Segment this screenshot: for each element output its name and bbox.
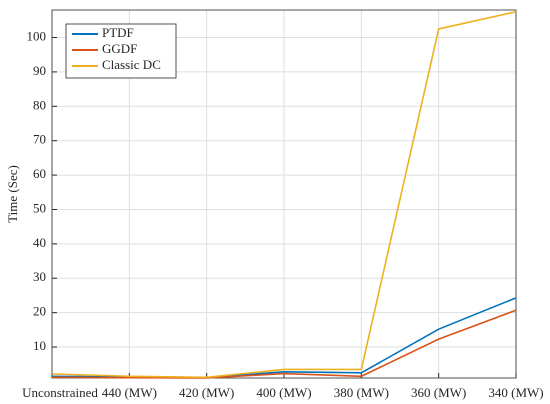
y-tick-label: 60 [33, 166, 46, 181]
y-tick-label: 70 [33, 132, 46, 147]
legend-label: GGDF [102, 41, 137, 56]
data-line [51, 309, 517, 379]
x-tick-label: 380 (MW) [334, 385, 389, 400]
y-tick-label: 90 [33, 63, 46, 78]
y-tick-label: 80 [33, 97, 46, 112]
y-axis-label: Time (Sec) [5, 165, 20, 223]
x-tick-label: 420 (MW) [179, 385, 234, 400]
x-tick-label: 440 (MW) [102, 385, 157, 400]
y-tick-label: 10 [33, 338, 46, 353]
y-tick-label: 100 [27, 28, 47, 43]
y-tick-label: 30 [33, 269, 46, 284]
y-tick-label: 50 [33, 200, 46, 215]
x-tick-label: 400 (MW) [256, 385, 311, 400]
x-tick-label: Unconstrained [22, 385, 98, 400]
axes-box [51, 9, 517, 379]
data-line [51, 10, 517, 379]
legend-label: PTDF [102, 25, 134, 40]
x-tick-label: 360 (MW) [411, 385, 466, 400]
y-tick-label: 20 [33, 304, 46, 319]
y-tick-label: 40 [33, 235, 46, 250]
x-tick-label: 340 (MW) [488, 385, 543, 400]
legend-label: Classic DC [102, 57, 161, 72]
